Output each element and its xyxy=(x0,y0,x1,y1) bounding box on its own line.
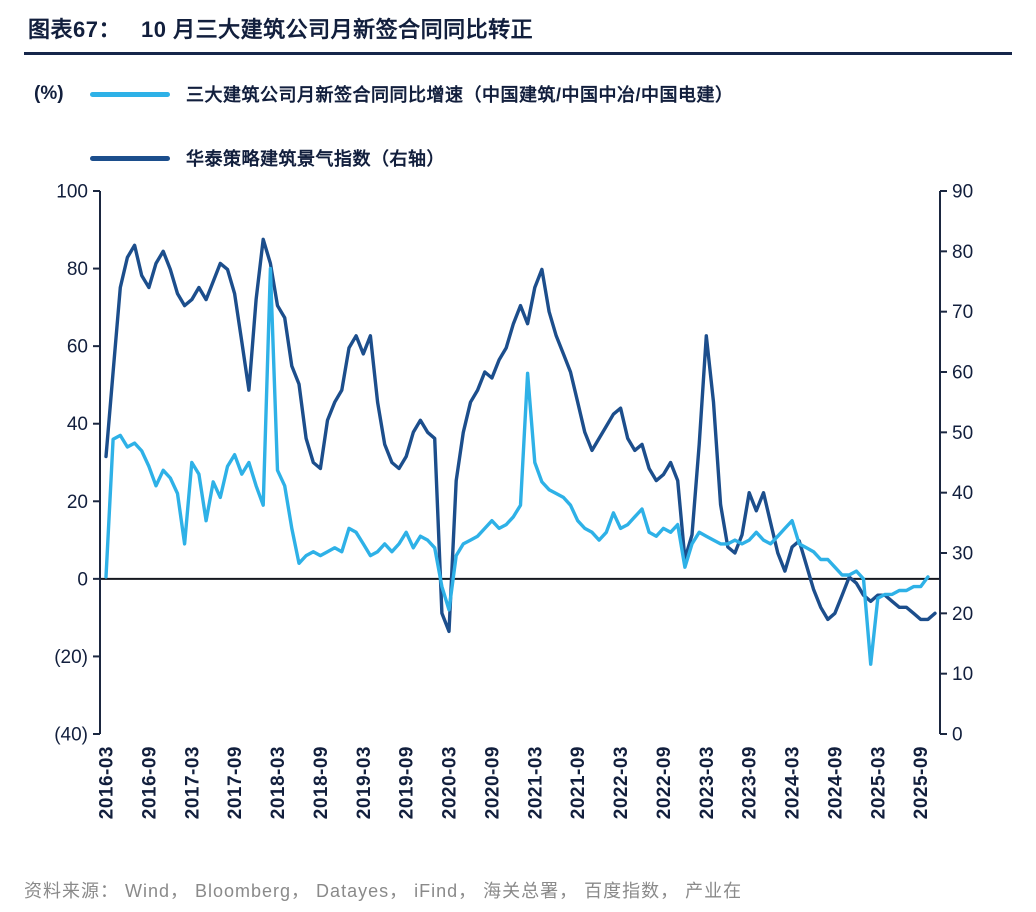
x-axis-tick-label: 2025-09 xyxy=(911,746,932,819)
x-axis-tick-label: 2018-09 xyxy=(311,746,332,819)
legend-row-1: (%) 三大建筑公司月新签合同同比增速（中国建筑/中国中冶/中国电建） xyxy=(34,81,1012,107)
left-axis-tick-label: 80 xyxy=(67,259,88,280)
x-axis-tick-label: 2022-09 xyxy=(654,746,675,819)
right-axis-tick-label: 0 xyxy=(952,725,963,746)
line-chart: 100 80 60 40 20 0 (20) (40) 90 80 70 60 50 40 30 20 10 0 2… xyxy=(24,171,1012,863)
left-axis-tick-label: 0 xyxy=(77,569,88,590)
left-axis-unit-label: (%) xyxy=(34,83,64,104)
series1-legend-label: 三大建筑公司月新签合同同比增速（中国建筑/中国中冶/中国电建） xyxy=(186,85,734,105)
x-axis-tick-label: 2021-03 xyxy=(525,746,546,819)
right-axis-tick-label: 40 xyxy=(952,483,973,504)
x-axis-tick-label: 2022-03 xyxy=(611,746,632,819)
series2-legend-label: 华泰策略建筑景气指数（右轴） xyxy=(186,149,445,169)
right-axis-tick-label: 80 xyxy=(952,242,973,263)
series-line-1 xyxy=(104,266,930,666)
legend-row-2: 华泰策略建筑景气指数（右轴） xyxy=(34,145,1012,171)
left-axis-tick-label: 20 xyxy=(67,492,88,513)
source-note: 资料来源： Wind， Bloomberg， Datayes， iFind， 海… xyxy=(24,881,743,901)
right-axis-tick-label: 90 xyxy=(952,182,973,203)
right-axis-tick-label: 10 xyxy=(952,664,973,685)
x-axis-tick-label: 2021-09 xyxy=(568,746,589,819)
x-axis-tick-label: 2023-03 xyxy=(697,746,718,819)
series-line-2 xyxy=(104,237,937,634)
right-axis-tick-label: 30 xyxy=(952,544,973,565)
x-axis-tick-label: 2025-03 xyxy=(868,746,889,819)
right-axis-tick-label: 60 xyxy=(952,363,973,384)
right-axis-tick-label: 50 xyxy=(952,423,973,444)
left-axis-tick-label: 100 xyxy=(56,182,88,203)
x-axis-tick-label: 2019-03 xyxy=(354,746,375,819)
chart-canvas: 100806040200(20)(40)90807060504030201002… xyxy=(54,182,973,820)
left-axis-tick-label: (20) xyxy=(54,647,88,668)
title-divider xyxy=(24,52,1012,55)
x-axis-tick-label: 2020-03 xyxy=(440,746,461,819)
x-axis-tick-label: 2020-09 xyxy=(482,746,503,819)
x-axis-tick-label: 2016-03 xyxy=(97,746,118,819)
x-axis-tick-label: 2016-09 xyxy=(139,746,160,819)
x-axis-tick-label: 2018-03 xyxy=(268,746,289,819)
x-axis-tick-label: 2024-03 xyxy=(783,746,804,819)
x-axis-tick-label: 2023-09 xyxy=(740,746,761,819)
left-axis-tick-label: 40 xyxy=(67,414,88,435)
x-axis-tick-label: 2017-03 xyxy=(182,746,203,819)
series1-line-swatch xyxy=(90,91,170,97)
right-axis-tick-label: 20 xyxy=(952,604,973,625)
x-axis-tick-label: 2017-09 xyxy=(225,746,246,819)
left-axis-tick-label: 60 xyxy=(67,337,88,358)
x-axis-tick-label: 2019-09 xyxy=(397,746,418,819)
series2-line-swatch xyxy=(90,155,170,161)
right-axis-tick-label: 70 xyxy=(952,302,973,323)
figure-number-label: 图表67： xyxy=(28,17,121,42)
page-title: 图表67： 10 月三大建筑公司月新签合同同比转正 xyxy=(24,12,1012,44)
figure-title-text: 10 月三大建筑公司月新签合同同比转正 xyxy=(140,17,534,42)
left-axis-tick-label: (40) xyxy=(54,725,88,746)
x-axis-tick-label: 2024-09 xyxy=(825,746,846,819)
chart-legend: (%) 三大建筑公司月新签合同同比增速（中国建筑/中国中冶/中国电建） 华泰策略… xyxy=(24,81,1012,171)
